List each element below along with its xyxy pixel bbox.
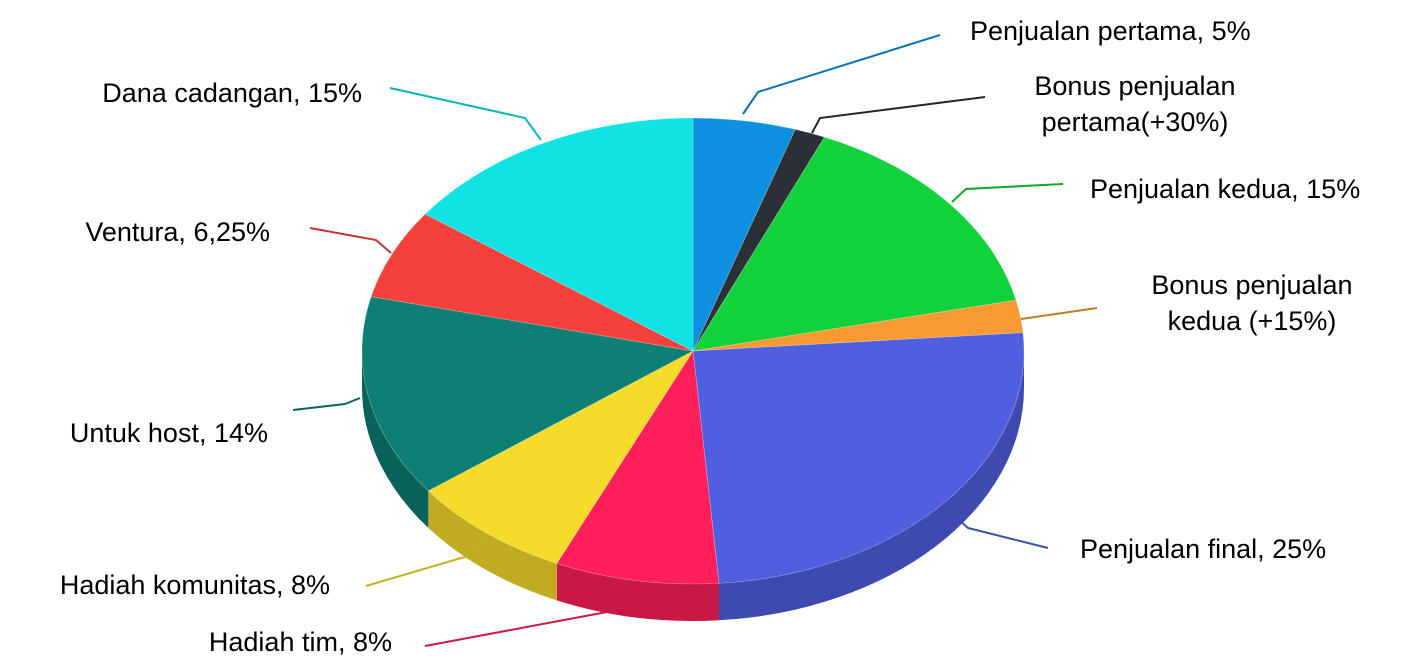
slice-label-line: Dana cadangan, 15% [102, 78, 362, 108]
slice-label-line: Bonus penjualan [1151, 270, 1352, 300]
slice-label-line: kedua (+15%) [1168, 306, 1337, 336]
pie-slice-side-6 [428, 490, 557, 601]
leader-line-3 [1020, 307, 1098, 320]
pie-tops [361, 117, 1025, 585]
leader-line-8 [309, 227, 392, 254]
leader-line-4 [949, 511, 1049, 549]
pie-slice-2 [692, 136, 1017, 352]
slice-label-line: pertama(+30%) [1042, 107, 1229, 137]
slice-label-line: Ventura, 6,25% [85, 217, 270, 247]
pie-slice-side-5 [556, 563, 719, 621]
slice-label-5: Hadiah tim, 8% [209, 627, 392, 657]
pie-slice-4 [692, 332, 1025, 584]
slice-label-line: Penjualan kedua, 15% [1090, 174, 1360, 204]
pie-slice-5 [556, 349, 720, 585]
pie-slice-1 [692, 128, 826, 352]
slice-label-4: Penjualan final, 25% [1080, 534, 1326, 564]
leader-line-7 [292, 397, 361, 411]
slice-label-9: Dana cadangan, 15% [102, 78, 362, 108]
pie-slice-0 [692, 117, 796, 352]
slice-label-line: Bonus penjualan [1034, 71, 1235, 101]
leader-line-2 [951, 183, 1064, 203]
leader-line-1 [811, 96, 986, 134]
leader-line-9 [389, 87, 542, 141]
pie-sides [362, 351, 1024, 621]
pie-slice-9 [424, 117, 694, 352]
slice-label-line: Penjualan pertama, 5% [970, 16, 1251, 46]
slice-label-7: Untuk host, 14% [70, 418, 268, 448]
leader-lines [292, 34, 1098, 647]
slice-label-8: Ventura, 6,25% [85, 217, 270, 247]
pie-slice-side-7 [362, 351, 429, 528]
slice-labels: Penjualan pertama, 5% Bonus penjualan pert… [60, 16, 1360, 657]
pie-slice-8 [370, 213, 694, 352]
leader-line-6 [365, 537, 487, 587]
slice-label-line: Hadiah komunitas, 8% [60, 570, 330, 600]
pie-slice-7 [361, 296, 695, 492]
slice-label-0: Penjualan pertama, 5% [970, 16, 1251, 46]
leader-line-0 [742, 34, 941, 115]
slice-label-3: Bonus penjualan kedua (+15%) [1151, 270, 1352, 336]
pie-slice-side-4 [718, 351, 1024, 621]
leader-line-5 [424, 585, 641, 647]
slice-label-line: Untuk host, 14% [70, 418, 268, 448]
slice-label-line: Penjualan final, 25% [1080, 534, 1326, 564]
slice-label-6: Hadiah komunitas, 8% [60, 570, 330, 600]
pie-slice-6 [427, 349, 695, 564]
slice-label-2: Penjualan kedua, 15% [1090, 174, 1360, 204]
slice-label-line: Hadiah tim, 8% [209, 627, 392, 657]
slice-label-1: Bonus penjualan pertama(+30%) [1034, 71, 1235, 137]
pie-slice-3 [692, 299, 1024, 352]
